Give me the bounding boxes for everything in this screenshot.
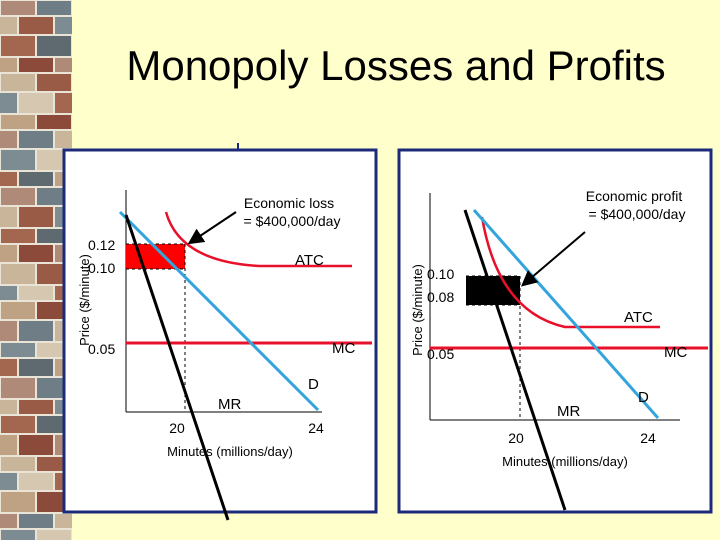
brick: [0, 58, 17, 72]
profit-x-tick-label: 20: [508, 430, 524, 446]
profit-callout-line2: = $400,000/day: [589, 206, 686, 222]
loss-y-tick-label: 0.10: [88, 260, 115, 276]
profit-callout-line1: Economic profit: [586, 188, 683, 204]
brick: [19, 400, 53, 414]
profit-y-axis-label: Price ($/minute): [410, 264, 425, 356]
brick: [19, 172, 53, 186]
loss-panel-frame: [62, 148, 378, 514]
profit-x-tick-label: 24: [640, 430, 656, 446]
brick: [1, 343, 35, 357]
slide-title: Monopoly Losses and Profits: [126, 42, 666, 89]
brick: [55, 131, 72, 148]
brick: [1, 115, 35, 129]
loss-callout-line1: Economic loss: [244, 195, 334, 211]
loss-x-axis-label: Minutes (millions/day): [167, 444, 293, 459]
profit-demand-curve: [472, 209, 660, 419]
brick: [1, 74, 35, 91]
loss-mc-label: MC: [332, 340, 355, 357]
brick: [1, 492, 35, 512]
brick: [19, 321, 53, 341]
brick: [0, 321, 17, 341]
profit-y-tick-label: 0.10: [427, 266, 454, 282]
profit-callout-arrow: [520, 231, 586, 287]
profit-y-tick-label: 0.05: [427, 346, 454, 362]
loss-demand-curve: [118, 210, 320, 412]
brick: [1, 378, 35, 398]
brick: [0, 245, 17, 262]
brick: [19, 17, 53, 34]
loss-callout-arrow: [187, 211, 237, 245]
profit-mr-curve: [463, 209, 567, 511]
loss-x-tick-label: 24: [308, 420, 324, 436]
brick: [0, 435, 17, 455]
loss-y-axis-label: Price ($/minute): [77, 254, 92, 346]
brick: [1, 36, 35, 56]
loss-y-tick-label: 0.12: [88, 237, 115, 253]
loss-mr-curve: [124, 214, 230, 521]
profit-d-label: D: [638, 389, 649, 406]
brick: [0, 207, 17, 227]
brick: [37, 530, 71, 540]
brick: [0, 514, 17, 528]
brick: [19, 245, 53, 262]
brick: [1, 457, 35, 471]
brick: [55, 58, 72, 72]
brick: [1, 1, 35, 15]
loss-mr-label: MR: [218, 396, 241, 413]
loss-atc-label: ATC: [295, 252, 324, 269]
profit-x-axis-label: Minutes (millions/day): [502, 454, 628, 469]
brick: [19, 58, 53, 72]
brick: [19, 131, 53, 148]
brick: [1, 188, 35, 205]
brick: [55, 93, 72, 113]
brick: [19, 514, 53, 528]
brick: [0, 473, 17, 490]
brick: [0, 131, 17, 148]
profit-mc-label: MC: [664, 344, 687, 361]
loss-d-label: D: [308, 376, 319, 393]
brick: [1, 530, 35, 540]
loss-atc-curve: [164, 211, 352, 268]
brick: [0, 172, 17, 186]
brick: [1, 229, 35, 243]
brick: [1, 150, 35, 170]
loss-panel: Price ($/minute) Minutes (millions/day) …: [62, 143, 378, 521]
brick: [19, 207, 53, 227]
brick: [19, 286, 53, 300]
brick: [37, 74, 71, 91]
brick: [37, 36, 71, 56]
brick: [0, 286, 17, 300]
profit-mr-label: MR: [557, 403, 580, 420]
profit-atc-curve: [480, 216, 660, 329]
brick: [0, 400, 17, 414]
brick: [19, 473, 53, 490]
brick: [0, 17, 17, 34]
brick: [37, 1, 71, 15]
brick: [37, 115, 71, 129]
profit-panel: Price ($/minute) Minutes (millions/day) …: [397, 148, 713, 514]
profit-y-tick-label: 0.08: [427, 289, 454, 305]
brick: [1, 416, 35, 433]
loss-x-tick-label: 20: [169, 420, 185, 436]
brick: [55, 514, 72, 528]
brick: [19, 359, 53, 376]
brick: [0, 93, 17, 113]
profit-panel-frame: [397, 148, 713, 514]
brick: [19, 93, 53, 113]
brick: [1, 264, 35, 284]
brick: [0, 359, 17, 376]
brick: [55, 17, 72, 34]
loss-callout-line2: = $400,000/day: [244, 213, 341, 229]
loss-y-tick-label: 0.05: [88, 341, 115, 357]
brick: [19, 435, 53, 455]
profit-atc-label: ATC: [624, 309, 653, 326]
brick: [1, 302, 35, 319]
